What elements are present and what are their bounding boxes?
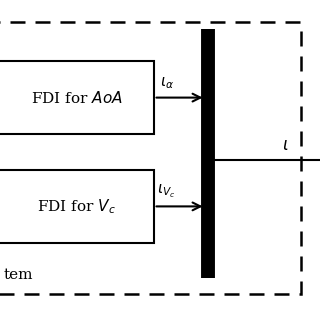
Bar bbox=[0, 170, 154, 243]
Bar bbox=[0, 22, 301, 294]
Text: $\iota$: $\iota$ bbox=[282, 137, 288, 154]
Text: $\iota_{\alpha}$: $\iota_{\alpha}$ bbox=[160, 76, 174, 91]
Text: FDI for $V_c$: FDI for $V_c$ bbox=[37, 197, 116, 216]
Text: FDI for $\mathit{AoA}$: FDI for $\mathit{AoA}$ bbox=[31, 90, 123, 106]
Bar bbox=[0, 61, 154, 134]
Text: tem: tem bbox=[3, 268, 33, 282]
Text: $\iota_{V_c}$: $\iota_{V_c}$ bbox=[157, 182, 175, 200]
